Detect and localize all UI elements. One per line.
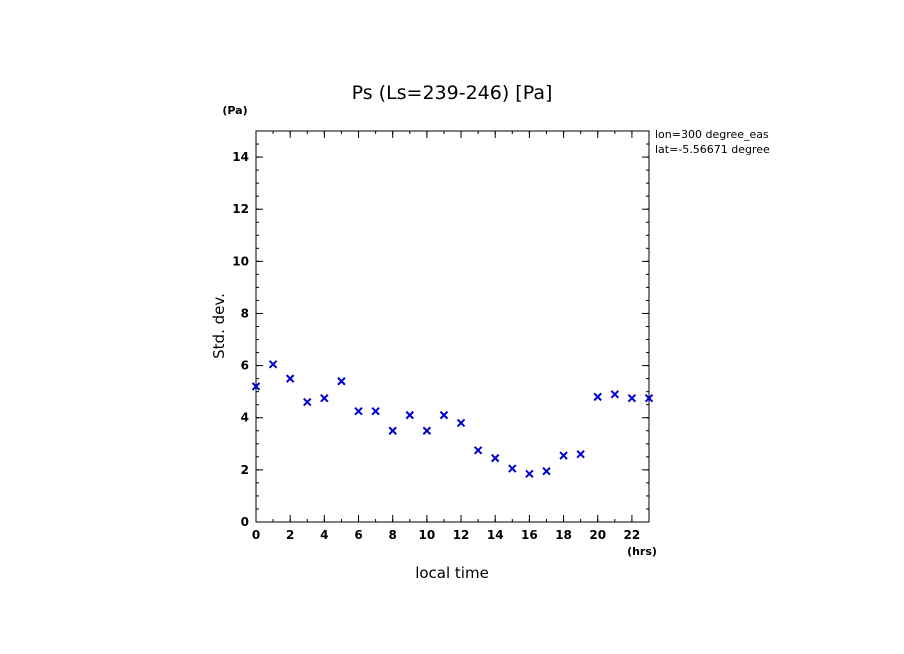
y-tick-label: 12	[232, 202, 249, 216]
annotation-lon: lon=300 degree_eas	[655, 128, 769, 141]
data-point	[268, 360, 278, 369]
x-tick-label: 10	[419, 528, 436, 542]
data-point	[525, 469, 534, 478]
y-tick-label: 6	[241, 359, 249, 373]
x-tick-label: 6	[354, 528, 362, 542]
data-point-stroke	[354, 407, 363, 416]
x-tick-label: 2	[286, 528, 294, 542]
data-point	[422, 426, 432, 435]
data-point-stroke	[644, 393, 654, 403]
data-point	[542, 466, 551, 476]
data-point	[354, 407, 363, 416]
data-point	[388, 426, 397, 435]
y-tick-label: 10	[232, 254, 249, 268]
x-tick-label: 22	[624, 528, 641, 542]
x-tick-label: 8	[389, 528, 397, 542]
data-point-stroke	[285, 374, 295, 383]
data-point	[559, 451, 568, 460]
data-point-stroke	[542, 466, 551, 476]
x-tick-label: 0	[252, 528, 260, 542]
x-tick-label: 18	[555, 528, 572, 542]
data-point	[320, 393, 329, 403]
plot-frame	[255, 130, 650, 523]
data-point	[508, 464, 517, 473]
data-point-stroke	[576, 450, 585, 459]
annotation-lat: lat=-5.56671 degree	[655, 143, 770, 156]
y-axis-unit: (Pa)	[222, 104, 247, 117]
data-point-stroke	[320, 393, 329, 403]
data-point-stroke	[422, 426, 432, 435]
axis-ticks: 0 2 4 6 8 10 12 14 16 18 20 22 0 2 4 6 8 10 12 14	[232, 130, 650, 542]
data-point	[439, 410, 449, 420]
data-point	[251, 382, 261, 391]
data-point-stroke	[627, 393, 637, 403]
data-point-stroke	[405, 410, 414, 420]
data-point	[610, 390, 620, 399]
y-axis-label: Std. dev.	[210, 293, 228, 359]
data-point-stroke	[525, 469, 534, 478]
data-point-stroke	[456, 418, 466, 428]
x-tick-label: 4	[320, 528, 328, 542]
data-marks	[251, 360, 654, 478]
data-point	[576, 450, 585, 459]
x-tick-label: 16	[521, 528, 538, 542]
data-point-stroke	[268, 360, 278, 369]
data-point	[473, 446, 483, 455]
data-point-stroke	[303, 397, 312, 407]
y-tick-label: 2	[241, 463, 249, 477]
data-point	[405, 410, 414, 420]
data-point	[627, 393, 637, 403]
data-point	[593, 392, 602, 402]
data-point	[371, 407, 380, 416]
x-tick-label: 20	[589, 528, 606, 542]
data-point	[491, 453, 500, 463]
y-tick-label: 8	[241, 306, 249, 320]
data-point-stroke	[388, 426, 397, 435]
x-axis-unit: (hrs)	[627, 545, 657, 558]
data-point-stroke	[610, 390, 620, 399]
data-point-stroke	[439, 410, 449, 420]
data-point	[456, 418, 466, 428]
x-tick-label: 14	[487, 528, 504, 542]
data-point	[303, 397, 312, 407]
data-point-stroke	[593, 392, 602, 402]
data-point	[285, 374, 295, 383]
data-point-stroke	[491, 453, 500, 463]
y-tick-label: 4	[241, 411, 249, 425]
data-point-stroke	[473, 446, 483, 455]
data-point	[337, 377, 346, 386]
data-point-stroke	[508, 464, 517, 473]
y-tick-label: 0	[241, 515, 249, 529]
data-point-stroke	[337, 377, 346, 386]
chart-title: Ps (Ls=239-246) [Pa]	[352, 82, 553, 104]
data-point-stroke	[251, 382, 261, 391]
x-tick-label: 12	[453, 528, 470, 542]
data-point-stroke	[559, 451, 568, 460]
data-point	[644, 393, 654, 403]
y-tick-label: 14	[232, 150, 249, 164]
data-point-stroke	[371, 407, 380, 416]
x-axis-label: local time	[415, 564, 489, 582]
